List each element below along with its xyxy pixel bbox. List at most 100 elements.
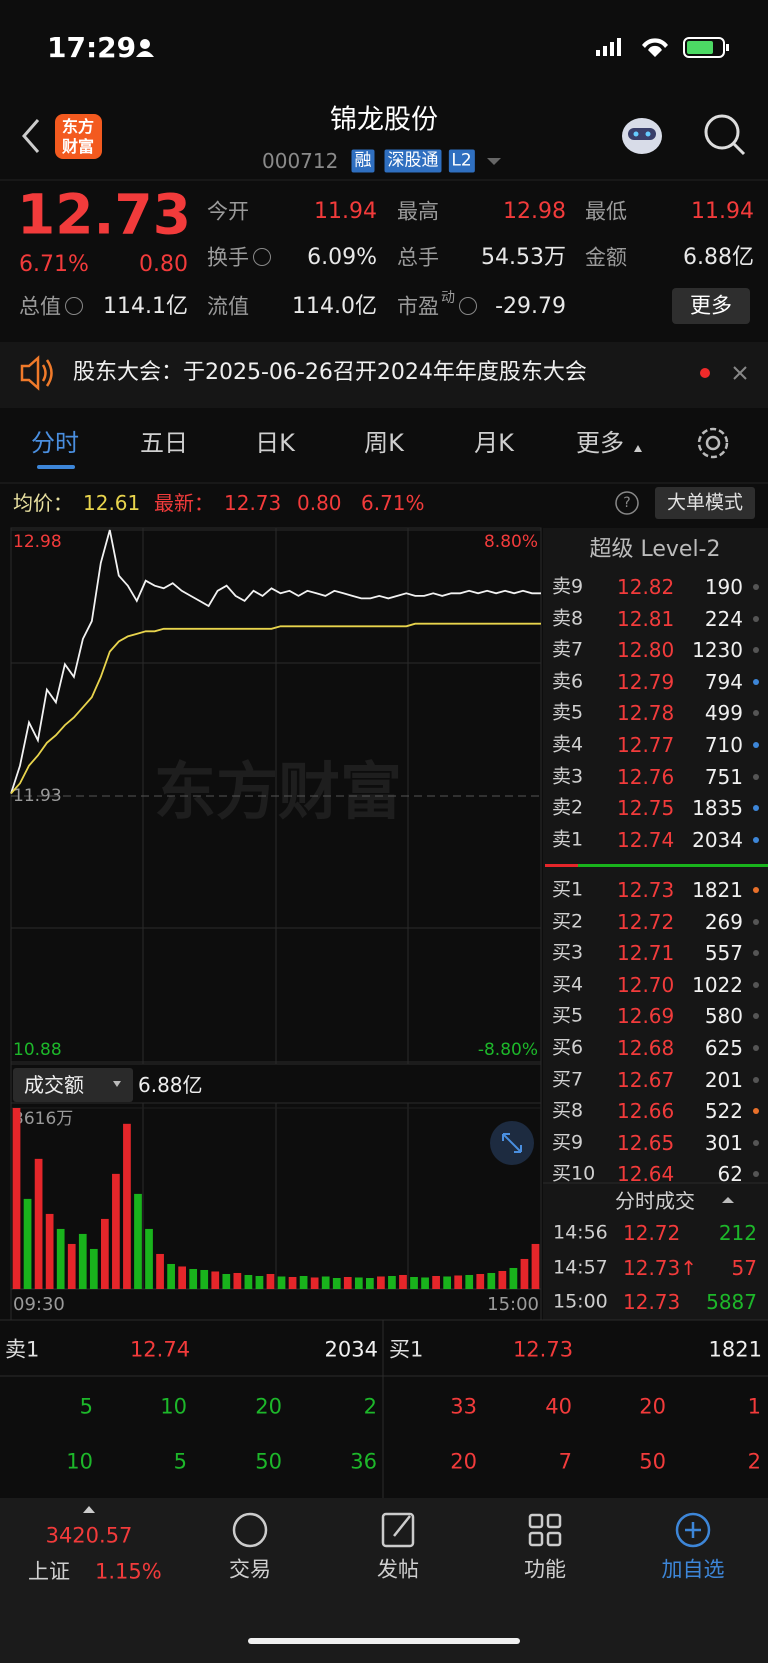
book-price: 12.64 bbox=[617, 1162, 675, 1187]
x-tick-label: 09:30 bbox=[13, 1294, 65, 1315]
func-icon[interactable] bbox=[546, 1531, 562, 1547]
book-price: 12.79 bbox=[617, 669, 675, 694]
book-dot bbox=[753, 950, 759, 957]
volume-bar bbox=[100, 1218, 109, 1289]
stat-value: 11.94 bbox=[314, 199, 377, 224]
trade-price: 12.72 bbox=[623, 1221, 681, 1245]
post-icon[interactable] bbox=[381, 1512, 415, 1548]
func-icon[interactable] bbox=[528, 1531, 544, 1547]
expand-button[interactable] bbox=[490, 1121, 534, 1165]
volume-bar bbox=[299, 1275, 308, 1289]
add-icon[interactable] bbox=[675, 1512, 711, 1548]
volume-bar bbox=[123, 1123, 131, 1289]
queue-order: 50 bbox=[639, 1449, 666, 1474]
queue-order: 5 bbox=[79, 1394, 93, 1419]
nav-icons[interactable] bbox=[232, 1512, 711, 1548]
volume-bar bbox=[520, 1258, 529, 1289]
book-label: 买4 bbox=[552, 973, 584, 996]
book-volume: 580 bbox=[704, 1004, 743, 1029]
avg-line bbox=[10, 622, 541, 795]
stat-label: 金额 bbox=[585, 245, 627, 270]
selector-caret bbox=[113, 1081, 121, 1087]
info-icon[interactable] bbox=[459, 297, 477, 315]
queue-order: 2 bbox=[363, 1394, 377, 1419]
help-mark[interactable]: 大单模式 bbox=[666, 491, 744, 514]
book-dot bbox=[753, 678, 759, 685]
help-glyph[interactable]: ? bbox=[623, 495, 631, 511]
book-dot bbox=[753, 710, 759, 717]
book-dot bbox=[753, 1139, 759, 1146]
volume-bar bbox=[167, 1263, 175, 1289]
trade-time: 14:56 bbox=[553, 1221, 608, 1244]
book-label: 买3 bbox=[552, 941, 584, 964]
mode-button-bg[interactable] bbox=[655, 487, 755, 519]
volume-bar bbox=[410, 1276, 418, 1289]
tab[interactable]: 分时 bbox=[31, 429, 79, 457]
latest-label: 最新： bbox=[154, 491, 214, 515]
volume-bar bbox=[288, 1276, 297, 1289]
more-button[interactable]: 更多 bbox=[690, 293, 732, 318]
book-price: 12.65 bbox=[617, 1130, 675, 1155]
notice-close[interactable] bbox=[733, 366, 747, 380]
book-price: 12.69 bbox=[617, 1004, 675, 1029]
volume-bar bbox=[365, 1277, 374, 1289]
book-separator bbox=[578, 864, 768, 867]
info-icon[interactable] bbox=[65, 297, 83, 315]
nav-item[interactable]: 交易 bbox=[229, 1557, 271, 1582]
trade-volume: 57 bbox=[731, 1255, 757, 1280]
tab[interactable]: 更多 bbox=[576, 429, 624, 457]
avg-value: 12.61 bbox=[83, 491, 141, 515]
settings-gear[interactable] bbox=[697, 427, 729, 459]
metric-selector[interactable] bbox=[13, 1068, 133, 1102]
tab-more-caret bbox=[634, 445, 642, 452]
back-button[interactable] bbox=[22, 119, 40, 153]
trades-title: 分时成交 bbox=[615, 1189, 695, 1213]
latest-value: 12.73 bbox=[224, 491, 282, 515]
volume-bar bbox=[377, 1276, 385, 1289]
chart-grid bbox=[11, 528, 541, 1290]
book-dot bbox=[753, 584, 759, 590]
trade-icon[interactable] bbox=[232, 1512, 268, 1548]
book-dot bbox=[753, 1171, 759, 1178]
tab[interactable]: 日K bbox=[255, 429, 295, 457]
volume-bar bbox=[509, 1267, 518, 1289]
book-volume: 625 bbox=[704, 1036, 743, 1060]
func-icon[interactable] bbox=[528, 1513, 544, 1529]
func-icon[interactable] bbox=[546, 1513, 562, 1529]
volume-bar bbox=[432, 1275, 440, 1289]
volume-bar bbox=[67, 1243, 76, 1289]
volume-bar bbox=[277, 1276, 286, 1289]
volume-bar bbox=[178, 1266, 187, 1289]
index-change: 1.15% bbox=[95, 1559, 162, 1584]
person-icon-body bbox=[136, 51, 154, 57]
metric-label[interactable]: 成交额 bbox=[24, 1073, 84, 1097]
search-button[interactable] bbox=[704, 114, 746, 156]
nav-item[interactable]: 加自选 bbox=[661, 1557, 725, 1582]
person-icon bbox=[140, 39, 150, 49]
last-price: 12.73 bbox=[17, 182, 191, 247]
nav-item[interactable]: 发帖 bbox=[377, 1557, 419, 1582]
vol-tick-label: 3616万 bbox=[13, 1109, 73, 1129]
book-price: 12.73 bbox=[617, 878, 675, 902]
tab[interactable]: 月K bbox=[474, 429, 514, 457]
tab[interactable]: 周K bbox=[364, 429, 404, 457]
queue-order: 10 bbox=[66, 1449, 93, 1474]
book-price: 12.77 bbox=[617, 733, 675, 757]
more-button-bg[interactable] bbox=[672, 288, 750, 324]
queue-order: 7 bbox=[558, 1449, 572, 1474]
book-dot bbox=[753, 615, 759, 622]
book-price: 12.76 bbox=[617, 764, 675, 789]
book-dot bbox=[753, 1045, 759, 1051]
help-icon[interactable] bbox=[615, 491, 639, 515]
volume-bar bbox=[332, 1277, 341, 1289]
tab[interactable]: 五日 bbox=[140, 429, 188, 457]
volume-bar bbox=[211, 1271, 220, 1289]
nav-item[interactable]: 功能 bbox=[524, 1557, 566, 1582]
volume-bar bbox=[23, 1198, 32, 1289]
info-icon[interactable] bbox=[253, 248, 271, 266]
post-pen bbox=[393, 1515, 411, 1537]
book-volume: 1022 bbox=[692, 972, 743, 997]
book-price: 12.68 bbox=[617, 1036, 675, 1060]
